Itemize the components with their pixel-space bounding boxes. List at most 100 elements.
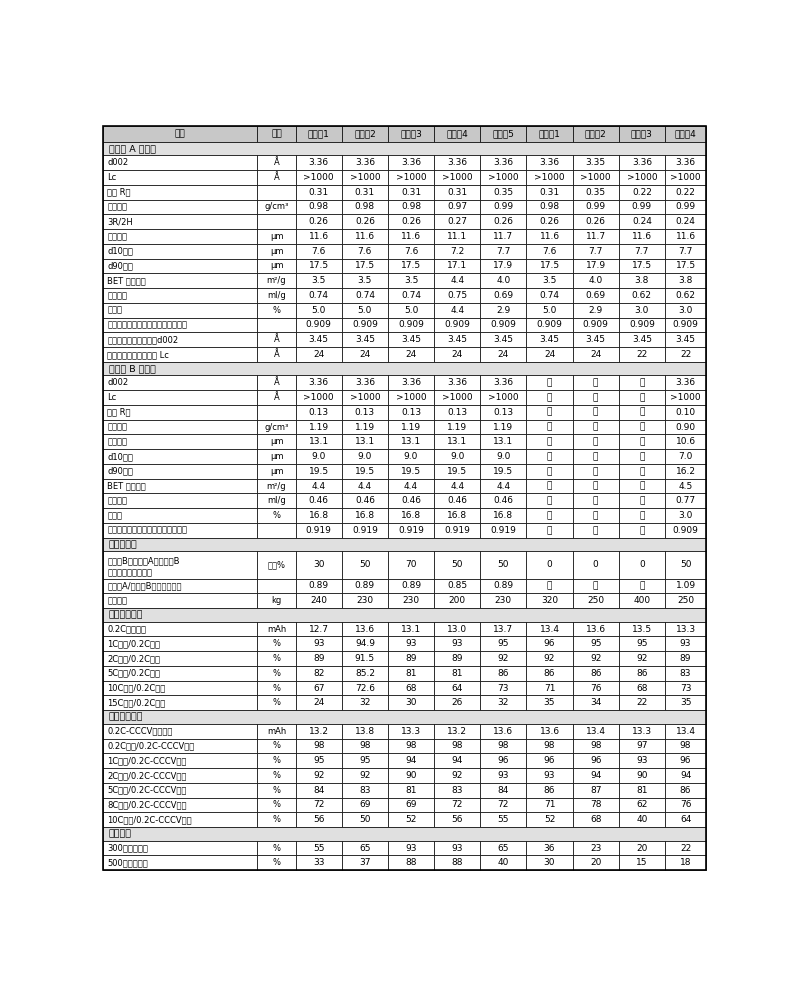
Text: 3.8: 3.8	[634, 276, 649, 285]
Text: 5C放电/0.2C-CCCV充电: 5C放电/0.2C-CCCV充电	[107, 786, 186, 795]
Bar	[665, 229, 706, 244]
Bar	[103, 622, 257, 636]
Text: 94: 94	[406, 756, 417, 765]
Text: 94: 94	[680, 771, 691, 780]
Text: 240: 240	[310, 596, 327, 605]
Text: 0.98: 0.98	[401, 202, 421, 211]
Text: d002: d002	[107, 378, 129, 387]
Bar	[388, 375, 434, 390]
Bar	[526, 464, 573, 479]
Bar	[296, 244, 342, 259]
Bar	[296, 434, 342, 449]
Bar	[257, 855, 296, 870]
Bar	[103, 390, 257, 405]
Text: 0.919: 0.919	[444, 526, 470, 535]
Text: 1.19: 1.19	[355, 423, 375, 432]
Text: 230: 230	[402, 596, 420, 605]
Bar	[257, 185, 296, 200]
Bar	[619, 479, 665, 493]
Text: 0.62: 0.62	[632, 291, 652, 300]
Text: 循环特性: 循环特性	[109, 829, 132, 838]
Bar	[103, 523, 257, 538]
Bar	[526, 508, 573, 523]
Text: >1000: >1000	[350, 173, 380, 182]
Text: 50: 50	[451, 560, 463, 569]
Text: 10.6: 10.6	[675, 437, 696, 446]
Text: 0.46: 0.46	[308, 496, 329, 505]
Bar	[665, 479, 706, 493]
Bar	[481, 332, 526, 347]
Bar	[257, 420, 296, 434]
Text: 95: 95	[359, 756, 371, 765]
Text: 0.99: 0.99	[585, 202, 606, 211]
Text: 7.7: 7.7	[634, 247, 649, 256]
Bar	[665, 622, 706, 636]
Bar	[481, 375, 526, 390]
Bar	[434, 273, 481, 288]
Bar	[619, 449, 665, 464]
Bar	[103, 768, 257, 783]
Bar	[573, 244, 619, 259]
Text: 拉曼 R値: 拉曼 R値	[107, 188, 131, 197]
Text: 95: 95	[313, 756, 324, 765]
Bar	[388, 244, 434, 259]
Text: 93: 93	[636, 756, 648, 765]
Text: 11.6: 11.6	[308, 232, 329, 241]
Bar	[257, 753, 296, 768]
Bar	[388, 724, 434, 739]
Bar	[434, 479, 481, 493]
Text: 17.9: 17.9	[585, 261, 606, 270]
Text: d90粒径: d90粒径	[107, 261, 133, 270]
Bar	[257, 449, 296, 464]
Bar	[526, 636, 573, 651]
Text: 碳材料B在碳材料A及碳材料B: 碳材料B在碳材料A及碳材料B	[107, 556, 180, 565]
Text: 13.7: 13.7	[493, 625, 514, 634]
Text: －: －	[639, 452, 645, 461]
Text: 0.909: 0.909	[583, 320, 608, 329]
Text: －: －	[547, 511, 552, 520]
Bar	[342, 651, 388, 666]
Text: 17.5: 17.5	[401, 261, 421, 270]
Text: 0.31: 0.31	[540, 188, 559, 197]
Text: －: －	[593, 423, 598, 432]
Text: >1000: >1000	[488, 393, 518, 402]
Bar	[573, 170, 619, 185]
Text: 13.3: 13.3	[675, 625, 696, 634]
Bar	[573, 798, 619, 812]
Bar	[573, 695, 619, 710]
Text: 93: 93	[313, 639, 324, 648]
Text: 13.6: 13.6	[585, 625, 606, 634]
Bar	[665, 375, 706, 390]
Text: d10粒径: d10粒径	[107, 452, 133, 461]
Text: 0.22: 0.22	[632, 188, 652, 197]
Text: 500循环保持率: 500循环保持率	[107, 858, 148, 867]
Text: －: －	[593, 378, 598, 387]
Bar	[665, 155, 706, 170]
Text: 0.13: 0.13	[447, 408, 467, 417]
Bar	[296, 651, 342, 666]
Text: 0.24: 0.24	[675, 217, 696, 226]
Bar	[257, 464, 296, 479]
Text: 82: 82	[313, 669, 324, 678]
Bar	[103, 739, 257, 753]
Bar	[665, 126, 706, 142]
Text: 23: 23	[590, 844, 601, 853]
Bar	[342, 200, 388, 214]
Text: 85.2: 85.2	[355, 669, 375, 678]
Text: 9.0: 9.0	[357, 452, 372, 461]
Text: 88: 88	[406, 858, 417, 867]
Bar	[434, 244, 481, 259]
Text: 64: 64	[680, 815, 691, 824]
Text: 24: 24	[406, 350, 417, 359]
Bar	[619, 155, 665, 170]
Bar	[434, 739, 481, 753]
Text: 87: 87	[590, 786, 601, 795]
Text: 0.13: 0.13	[308, 408, 329, 417]
Text: －: －	[547, 496, 552, 505]
Text: μm: μm	[270, 467, 283, 476]
Text: 64: 64	[451, 684, 463, 693]
Text: 13.4: 13.4	[540, 625, 559, 634]
Bar	[342, 375, 388, 390]
Text: 0.909: 0.909	[306, 320, 331, 329]
Text: 92: 92	[451, 771, 463, 780]
